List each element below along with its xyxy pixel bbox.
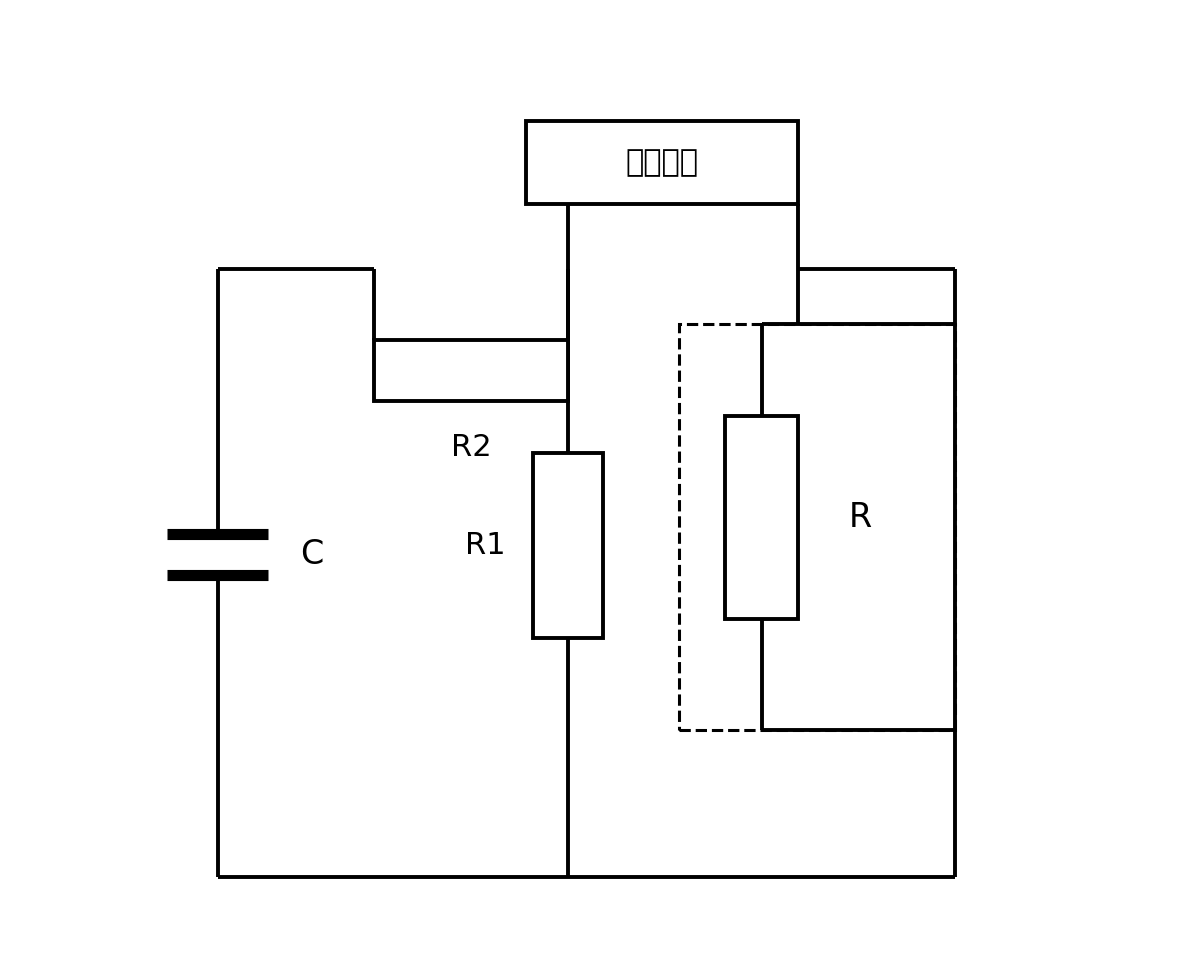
Text: 检测单元: 检测单元 xyxy=(626,149,699,178)
Bar xyxy=(526,121,799,204)
Text: R: R xyxy=(849,501,872,534)
Text: R1: R1 xyxy=(465,531,505,560)
Bar xyxy=(375,340,567,401)
Bar xyxy=(678,324,955,730)
Bar xyxy=(725,417,799,619)
Text: R2: R2 xyxy=(450,433,492,462)
Bar xyxy=(533,453,603,638)
Text: C: C xyxy=(300,538,324,571)
